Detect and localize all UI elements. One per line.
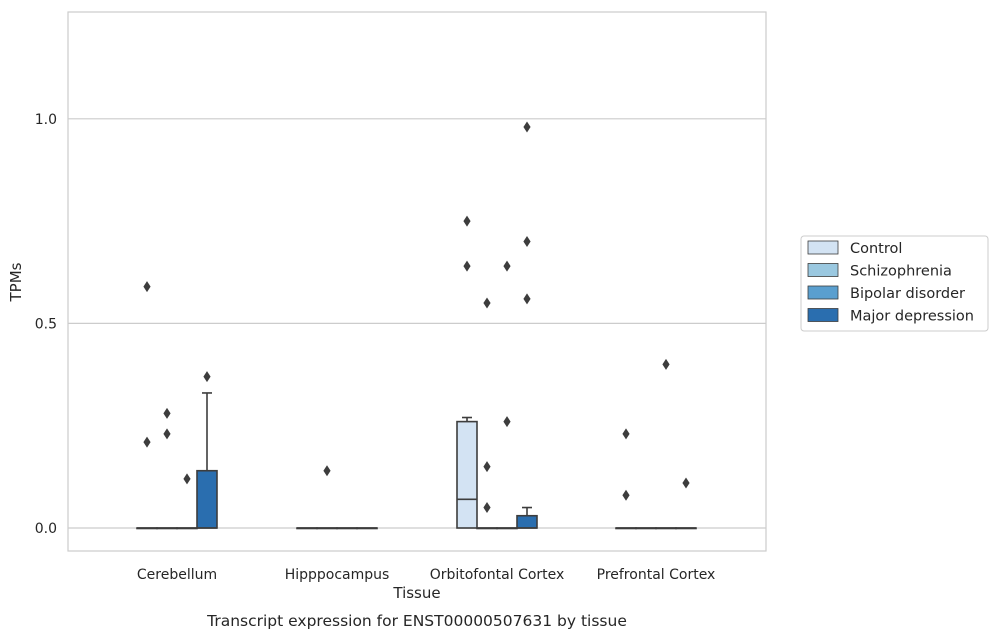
box-1-3 [635, 527, 657, 530]
outlier-marker [143, 436, 151, 448]
x-tick-label: Prefrontal Cortex [597, 567, 716, 583]
outlier-marker [163, 407, 171, 419]
legend-label: Major depression [850, 309, 974, 325]
outlier-marker [622, 428, 630, 440]
outlier-marker [622, 489, 630, 501]
x-tick-label: Cerebellum [137, 567, 217, 583]
box-rect [516, 514, 538, 529]
legend-frame [800, 235, 989, 332]
box-3-0 [196, 371, 218, 529]
y-tick-label: 0.5 [35, 316, 57, 332]
box-2-3 [655, 358, 677, 530]
legend-label: Bipolar disorder [850, 286, 965, 302]
y-tick-labels: 0.00.51.01.52.02.5 [35, 112, 57, 537]
y-tick-label: 0.0 [35, 521, 57, 537]
outlier-marker [463, 260, 471, 272]
y-tick-label: 1.0 [35, 112, 57, 128]
box-2-1 [336, 527, 358, 530]
outlier-marker [662, 358, 670, 370]
outlier-marker [523, 293, 531, 305]
legend-label: Schizophrenia [850, 264, 952, 280]
box-0-2 [456, 215, 478, 529]
box-3-1 [356, 527, 378, 530]
outlier-marker [523, 236, 531, 248]
outlier-marker [483, 502, 491, 514]
box-0-1 [296, 527, 318, 530]
box-rect [196, 469, 218, 529]
box-1-2 [476, 297, 498, 530]
legend-label: Control [850, 241, 902, 257]
outlier-marker [523, 121, 531, 133]
outlier-marker [682, 477, 690, 489]
outlier-marker [163, 428, 171, 440]
box-3-3 [675, 477, 697, 530]
box-1-1 [316, 465, 338, 530]
legend-swatch [807, 240, 839, 255]
legend-swatch [807, 285, 839, 300]
box-2-2 [496, 260, 518, 530]
grid-lines [68, 118, 766, 529]
x-tick-labels: Cerebellum Hipppocampus Orbitofontal Corte… [137, 567, 715, 583]
outlier-marker [323, 465, 331, 477]
box-groups [136, 121, 697, 530]
legend-swatch [807, 308, 839, 322]
box-0-0 [136, 281, 158, 530]
outlier-marker [503, 260, 511, 272]
box-2-0 [176, 473, 198, 530]
box-1-0 [156, 407, 178, 530]
box-rect [456, 420, 478, 529]
box-3-2 [516, 121, 538, 529]
outlier-marker [183, 473, 191, 485]
outlier-marker [143, 281, 151, 293]
legend-swatch [807, 263, 839, 277]
outlier-marker [203, 371, 211, 383]
outlier-marker [463, 215, 471, 227]
x-axis-title: Tissue [392, 584, 440, 602]
chart-caption: Transcript expression for ENST0000050763… [206, 612, 627, 630]
x-tick-label: Hipppocampus [285, 567, 390, 583]
plot-frame [67, 11, 767, 552]
box-0-3 [615, 428, 637, 530]
outlier-marker [483, 297, 491, 309]
outlier-marker [483, 461, 491, 473]
outlier-marker [503, 416, 511, 428]
y-axis-title: TPMs [7, 262, 25, 302]
legend: Control Schizophrenia Bipolar disorder Majo… [800, 235, 989, 332]
x-tick-label: Orbitofontal Cortex [430, 567, 565, 583]
